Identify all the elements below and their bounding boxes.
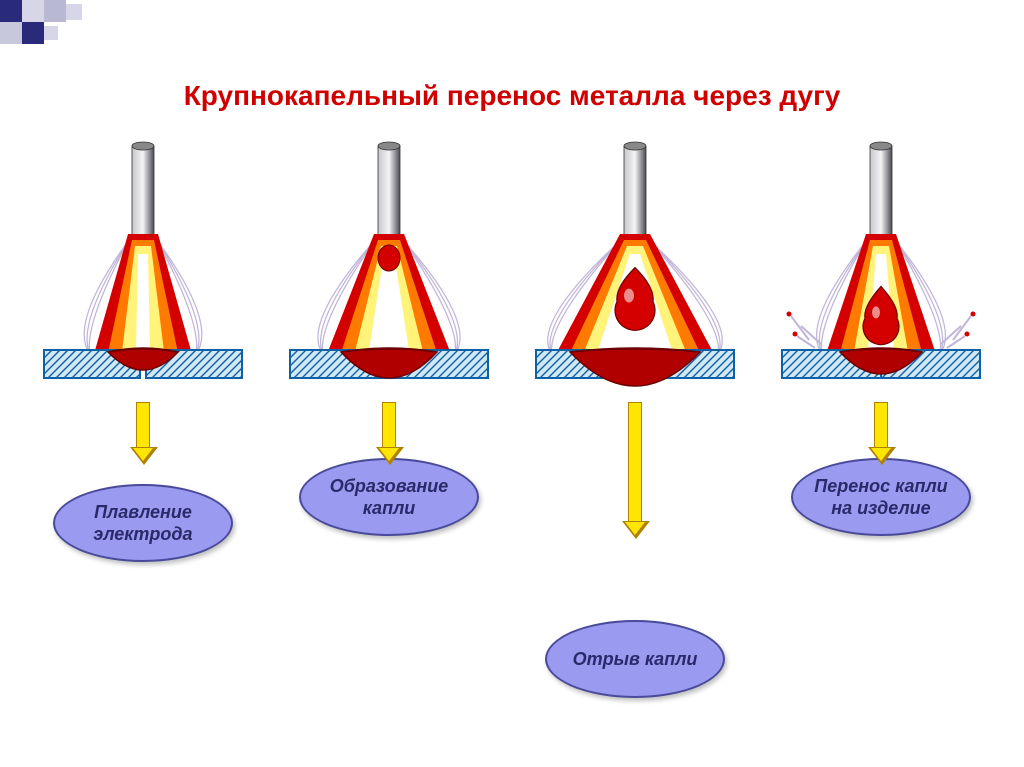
slide-title: Крупнокапельный перенос металла через ду… — [0, 80, 1024, 112]
welding-diagram — [530, 140, 740, 420]
stage-label-text: Образование капли — [315, 475, 463, 520]
arrow-down-icon — [868, 402, 894, 478]
stage-melting: Плавление электрода — [28, 140, 258, 700]
arrow-down-icon — [130, 402, 156, 478]
arrow-down-icon — [376, 402, 402, 478]
stage-label-text: Плавление электрода — [69, 501, 217, 546]
stage-label: Отрыв капли — [545, 620, 725, 698]
arrow-down-icon — [622, 402, 648, 552]
stage-transfer: Перенос капли на изделие — [766, 140, 996, 700]
corner-decoration — [0, 0, 110, 50]
welding-diagram — [38, 140, 248, 420]
stages-row: Плавление электрода Образование капли — [0, 140, 1024, 700]
stage-label-text: Отрыв капли — [573, 648, 698, 671]
stage-detach: Отрыв капли — [520, 140, 750, 700]
welding-diagram — [776, 140, 986, 420]
stage-formation: Образование капли — [274, 140, 504, 700]
stage-label-text: Перенос капли на изделие — [807, 475, 955, 520]
stage-label: Плавление электрода — [53, 484, 233, 562]
welding-diagram — [284, 140, 494, 420]
